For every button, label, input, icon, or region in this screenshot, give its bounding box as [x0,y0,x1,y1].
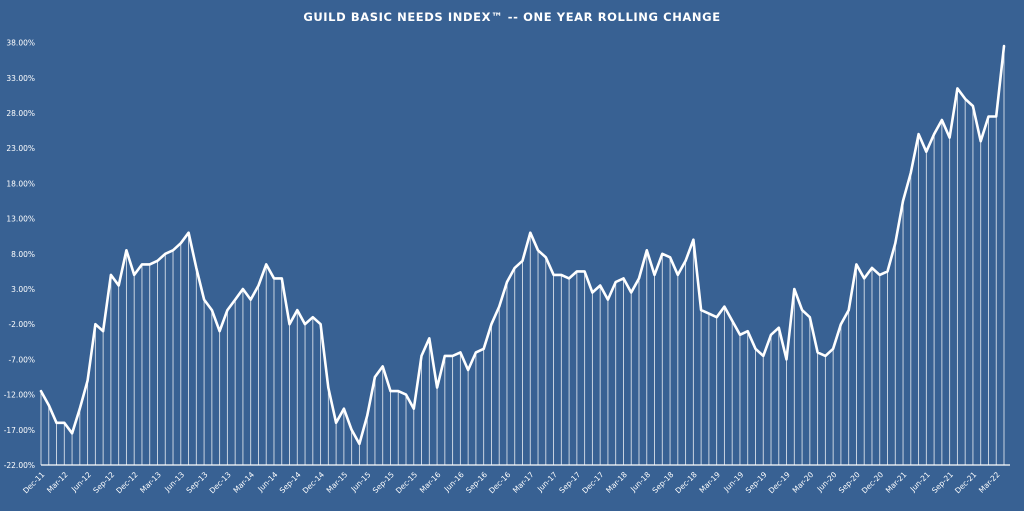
y-tick-label: 23.00% [6,144,35,153]
y-tick-label: -22.00% [4,461,35,470]
y-tick-label: -17.00% [4,426,35,435]
y-tick-label: 13.00% [6,215,35,224]
y-tick-label: -2.00% [8,320,35,329]
y-tick-label: 8.00% [11,250,35,259]
y-tick-label: 18.00% [6,179,35,188]
y-tick-label: -12.00% [4,391,35,400]
y-tick-label: 28.00% [6,109,35,118]
y-tick-label: -7.00% [8,355,35,364]
y-tick-label: 38.00% [6,39,35,48]
drop-lines [40,46,1005,465]
series-line [39,44,1006,446]
y-axis: 38.00% 33.00% 28.00% 23.00% 18.00% 13.00% 8.00… [4,39,35,470]
y-tick-label: 33.00% [6,74,35,83]
chart-title: GUILD BASIC NEEDS INDEX™ -- ONE YEAR ROL… [303,10,720,24]
y-tick-label: 3.00% [11,285,35,294]
